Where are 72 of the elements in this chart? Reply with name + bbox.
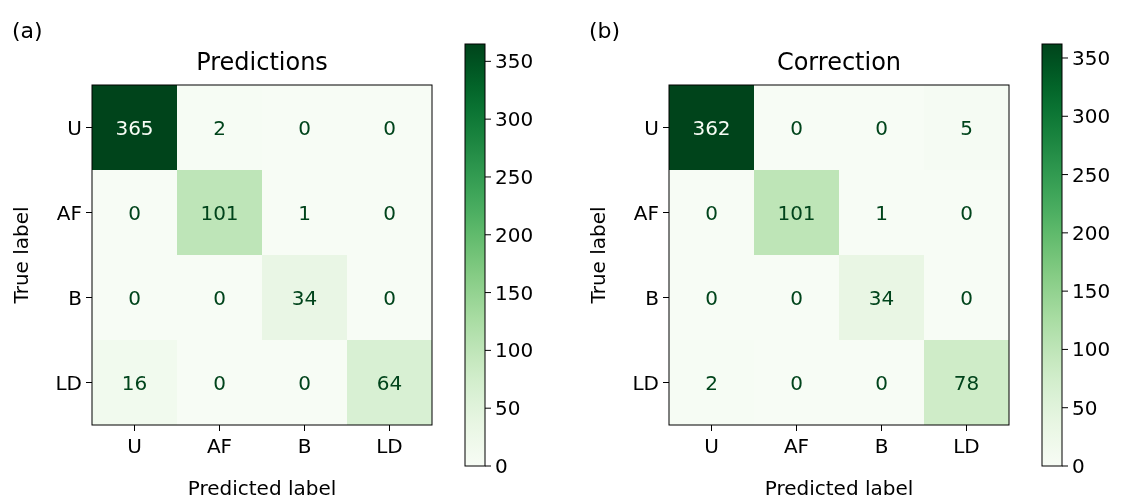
- data-label: 0: [383, 285, 396, 310]
- data-label: 0: [383, 200, 396, 225]
- color-bar-label: 350: [1072, 45, 1111, 70]
- data-label: 1: [875, 200, 888, 225]
- color-bar-label: 300: [495, 107, 534, 132]
- data-label: 0: [705, 285, 718, 310]
- x-axis-title: Predicted label: [187, 476, 337, 500]
- data-label: 101: [777, 200, 816, 225]
- color-bar-label: 150: [495, 280, 534, 305]
- color-bar-label: 50: [1072, 395, 1098, 420]
- color-bar-label: 50: [495, 396, 521, 421]
- data-label: 0: [790, 115, 803, 140]
- y-tick-label: LD: [55, 370, 82, 395]
- x-tick-label: B: [297, 434, 312, 458]
- data-label: 0: [128, 200, 141, 225]
- y-tick-label: LD: [632, 370, 659, 395]
- data-label: 5: [960, 115, 973, 140]
- y-tick-label: U: [644, 115, 659, 140]
- data-label: 0: [790, 285, 803, 310]
- data-label: 0: [213, 285, 226, 310]
- data-label: 78: [953, 370, 980, 395]
- x-tick-label: U: [704, 434, 719, 458]
- data-label: 0: [383, 115, 396, 140]
- data-label: 0: [705, 200, 718, 225]
- data-label: 365: [115, 115, 154, 140]
- text: (b): [589, 18, 621, 43]
- y-axis-title: True label: [586, 206, 610, 305]
- data-label: 16: [121, 370, 148, 395]
- data-label: 0: [790, 370, 803, 395]
- data-label: 101: [200, 200, 239, 225]
- data-label: 2: [213, 115, 226, 140]
- y-tick-label: B: [68, 285, 82, 310]
- x-tick-label: AF: [206, 434, 233, 458]
- data-label: 2: [705, 370, 718, 395]
- color-bar-label: 300: [1072, 104, 1111, 129]
- color-bar-label: 0: [1072, 454, 1085, 478]
- y-tick-label: B: [645, 285, 659, 310]
- chart-title: Correction: [776, 48, 902, 76]
- y-tick-label: U: [67, 115, 82, 140]
- color-bar-label: 150: [1072, 279, 1111, 304]
- data-label: 1: [298, 200, 311, 225]
- color-bar-label: 100: [495, 338, 534, 363]
- data-label: 64: [376, 370, 403, 395]
- data-label: 0: [298, 115, 311, 140]
- color-bar-label: 0: [495, 454, 508, 478]
- data-label: 0: [298, 370, 311, 395]
- x-tick-label: AF: [783, 434, 810, 458]
- x-tick-label: LD: [376, 434, 403, 458]
- y-tick-label: AF: [633, 200, 659, 225]
- y-axis-title: True label: [9, 206, 33, 305]
- data-label: 0: [875, 370, 888, 395]
- data-label: 0: [128, 285, 141, 310]
- color-bar-label: 250: [1072, 162, 1111, 187]
- x-tick-label: LD: [953, 434, 980, 458]
- color-bar-label: 250: [495, 164, 534, 189]
- data-label: 362: [692, 115, 731, 140]
- text: (a): [12, 18, 43, 43]
- y-tick-label: AF: [56, 200, 82, 225]
- color-bar-label: 350: [495, 49, 534, 74]
- data-label: 34: [868, 285, 895, 310]
- data-label: 0: [213, 370, 226, 395]
- data-label: 34: [291, 285, 318, 310]
- color-bar-label: 100: [1072, 337, 1111, 362]
- x-axis-title: Predicted label: [764, 476, 914, 500]
- x-tick-label: U: [127, 434, 142, 458]
- color-bar-label: 200: [495, 222, 534, 247]
- x-tick-label: B: [874, 434, 889, 458]
- chart-title: Predictions: [196, 48, 328, 76]
- color-bar-label: 200: [1072, 220, 1111, 245]
- data-label: 0: [960, 285, 973, 310]
- data-label: 0: [960, 200, 973, 225]
- data-label: 0: [875, 115, 888, 140]
